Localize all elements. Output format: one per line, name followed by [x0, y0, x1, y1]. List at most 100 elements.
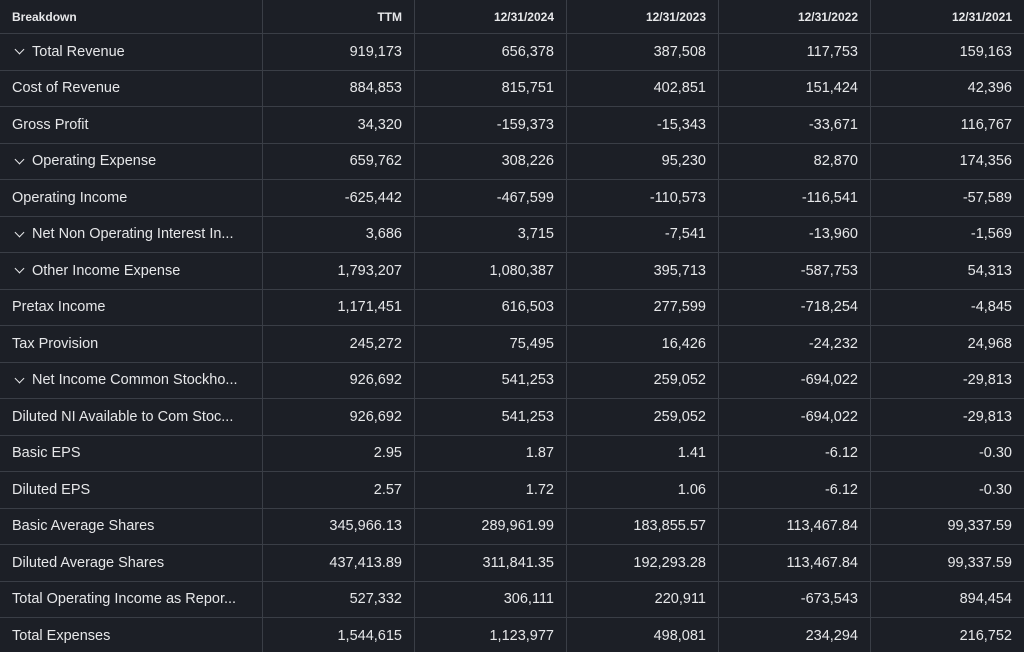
value-text: -6.12 — [824, 445, 858, 462]
value-text: 3,715 — [517, 226, 554, 243]
value-text: 1.41 — [677, 445, 706, 462]
expand-chevron[interactable] — [14, 154, 25, 165]
row-label: Diluted EPS — [12, 481, 91, 498]
value-text: 926,692 — [349, 372, 402, 389]
value-text: 151,424 — [805, 80, 858, 97]
value-cell: -718,254 — [718, 289, 870, 325]
value-cell: 113,467.84 — [718, 508, 870, 544]
value-text: 815,751 — [501, 80, 554, 97]
value-text: 192,293.28 — [633, 554, 706, 571]
value-cell: 498,081 — [566, 618, 718, 652]
value-cell: 402,851 — [566, 70, 718, 106]
value-cell: 234,294 — [718, 618, 870, 652]
value-cell: 75,495 — [414, 326, 566, 362]
value-cell: 884,853 — [262, 70, 414, 106]
value-cell: 116,767 — [870, 107, 1024, 143]
row-label: Pretax Income — [12, 299, 106, 316]
expand-chevron[interactable] — [14, 373, 25, 384]
value-text: 95,230 — [661, 153, 706, 170]
row-label: Net Non Operating Interest In... — [32, 226, 234, 243]
value-text: -673,543 — [800, 591, 858, 608]
value-text: 75,495 — [509, 335, 554, 352]
row-label: Gross Profit — [12, 116, 89, 133]
row-label: Basic Average Shares — [12, 518, 155, 535]
value-text: 402,851 — [653, 80, 706, 97]
value-cell: 259,052 — [566, 399, 718, 435]
data-row: Diluted EPS 2.57 1.72 1.06 -6.12 -0.30 — [0, 472, 1024, 509]
value-cell: 926,692 — [262, 399, 414, 435]
value-cell: 815,751 — [414, 70, 566, 106]
value-text: 54,313 — [967, 262, 1012, 279]
value-cell: -15,343 — [566, 107, 718, 143]
label-cell: Diluted NI Available to Com Stoc... — [0, 399, 262, 435]
value-text: 308,226 — [501, 153, 554, 170]
value-text: 884,853 — [349, 80, 402, 97]
value-cell: -467,599 — [414, 180, 566, 216]
value-cell: 1.06 — [566, 472, 718, 508]
value-cell: 1,080,387 — [414, 253, 566, 289]
data-row: Operating Expense 659,762 308,226 95,230 82,… — [0, 143, 1024, 180]
value-text: 289,961.99 — [481, 518, 554, 535]
value-text: 1,171,451 — [337, 299, 402, 316]
value-text: -694,022 — [800, 408, 858, 425]
value-text: 541,253 — [501, 372, 554, 389]
value-cell: 174,356 — [870, 143, 1024, 179]
expand-chevron[interactable] — [14, 44, 25, 55]
value-cell: 894,454 — [870, 581, 1024, 617]
value-text: 113,467.84 — [786, 554, 859, 571]
value-text: 24,968 — [967, 335, 1012, 352]
value-cell: -587,753 — [718, 253, 870, 289]
value-text: -33,671 — [808, 116, 858, 133]
label-cell: Diluted Average Shares — [0, 545, 262, 581]
value-text: -1,569 — [970, 226, 1012, 243]
value-text: 99,337.59 — [947, 554, 1012, 571]
value-cell: 919,173 — [262, 34, 414, 70]
value-text: 159,163 — [959, 43, 1012, 60]
value-cell: -13,960 — [718, 216, 870, 252]
value-text: 656,378 — [501, 43, 554, 60]
label-cell: Operating Income — [0, 180, 262, 216]
row-label: Diluted Average Shares — [12, 554, 165, 571]
expand-chevron[interactable] — [14, 263, 25, 274]
header-cell: 12/31/2022 — [718, 0, 870, 33]
value-cell: 1,544,615 — [262, 618, 414, 652]
value-cell: -0.30 — [870, 435, 1024, 471]
value-text: -694,022 — [800, 372, 858, 389]
value-cell: 541,253 — [414, 362, 566, 398]
row-label: Operating Income — [12, 189, 128, 206]
data-row: Total Expenses 1,544,615 1,123,977 498,081 2… — [0, 618, 1024, 652]
value-cell: 656,378 — [414, 34, 566, 70]
data-row: Total Operating Income as Repor... 527,33… — [0, 581, 1024, 618]
value-cell: 192,293.28 — [566, 545, 718, 581]
value-text: -116,541 — [801, 189, 858, 206]
value-text: 395,713 — [653, 262, 706, 279]
value-cell: -29,813 — [870, 399, 1024, 435]
label-cell: Cost of Revenue — [0, 71, 262, 107]
value-cell: 24,968 — [870, 326, 1024, 362]
value-text: 116,767 — [960, 116, 1012, 133]
expand-chevron[interactable] — [14, 227, 25, 238]
header-cell: 12/31/2024 — [414, 0, 566, 33]
value-text: 345,966.13 — [329, 518, 402, 535]
label-cell: Total Expenses — [0, 618, 262, 652]
value-text: 1.87 — [525, 445, 554, 462]
value-text: 245,272 — [349, 335, 402, 352]
value-cell: 99,337.59 — [870, 545, 1024, 581]
value-cell: 259,052 — [566, 362, 718, 398]
value-text: 117,753 — [806, 43, 858, 60]
label-cell: Total Revenue — [0, 34, 262, 70]
value-text: 16,426 — [661, 335, 706, 352]
header-row: Breakdown TTM 12/31/2024 12/31/2023 12/31/20… — [0, 0, 1024, 34]
value-text: -718,254 — [800, 299, 858, 316]
value-cell: 42,396 — [870, 70, 1024, 106]
header-text: 12/31/2024 — [493, 9, 554, 24]
value-text: 183,855.57 — [633, 518, 706, 535]
label-cell: Basic EPS — [0, 436, 262, 472]
label-cell: Net Non Operating Interest In... — [0, 217, 262, 253]
header-cell: TTM — [262, 0, 414, 33]
value-text: -24,232 — [808, 335, 858, 352]
value-cell: -673,543 — [718, 581, 870, 617]
value-text: 1,793,207 — [337, 262, 402, 279]
header-cell: Breakdown — [0, 0, 262, 33]
